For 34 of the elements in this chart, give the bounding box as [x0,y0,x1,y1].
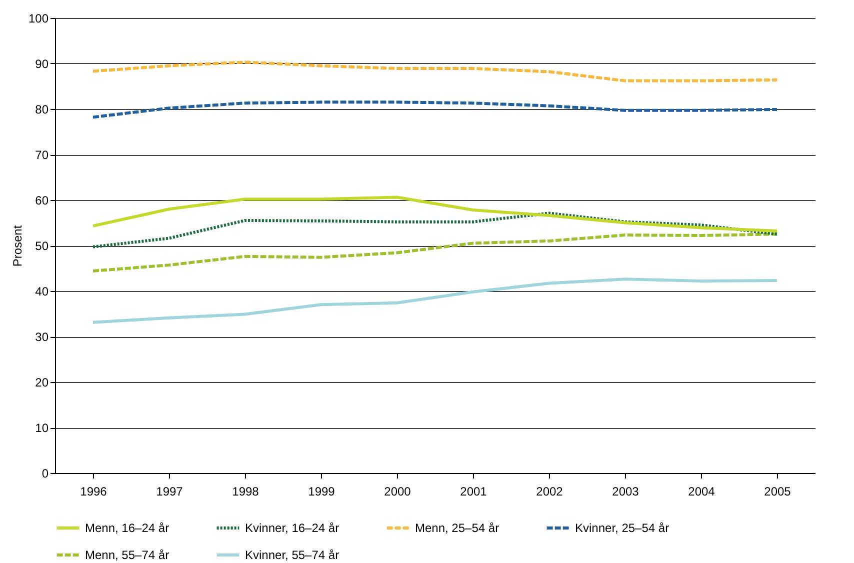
line-series [92,212,778,248]
x-tick-label: 1997 [156,484,184,498]
legend-label: Kvinner, 25–54 år [575,521,670,535]
legend-label: Menn, 55–74 år [85,548,170,562]
y-tick-label: 90 [35,57,49,71]
legend-label: Kvinner, 55–74 år [245,548,340,562]
legend-label: Menn, 16–24 år [85,521,170,535]
y-tick-label: 40 [35,284,49,298]
y-tick-label: 80 [35,102,49,116]
y-tick-label: 60 [35,194,49,208]
legend-label: Menn, 25–54 år [415,521,500,535]
line-series [92,60,778,82]
line-series [92,196,778,232]
y-tick-label: 0 [42,466,49,480]
x-tick-label: 2003 [612,484,640,498]
line-series [92,278,778,324]
x-tick-label: 2002 [536,484,564,498]
x-tick-label: 2004 [688,484,716,498]
y-tick-label: 100 [28,12,49,26]
y-tick-label: 10 [35,421,49,435]
x-tick-label: 1999 [308,484,336,498]
line-series [92,100,778,119]
y-tick-label: 70 [35,148,49,162]
x-tick-label: 2000 [384,484,412,498]
legend-label: Kvinner, 16–24 år [245,521,340,535]
y-tick-label: 50 [35,239,49,253]
x-tick-label: 2005 [764,484,792,498]
x-tick-label: 1996 [80,484,108,498]
y-tick-label: 20 [35,376,49,390]
x-tick-label: 2001 [460,484,488,498]
line-series [92,232,778,272]
x-tick-label: 1998 [232,484,260,498]
y-tick-label: 30 [35,330,49,344]
y-axis-title: Prosent [10,224,24,267]
